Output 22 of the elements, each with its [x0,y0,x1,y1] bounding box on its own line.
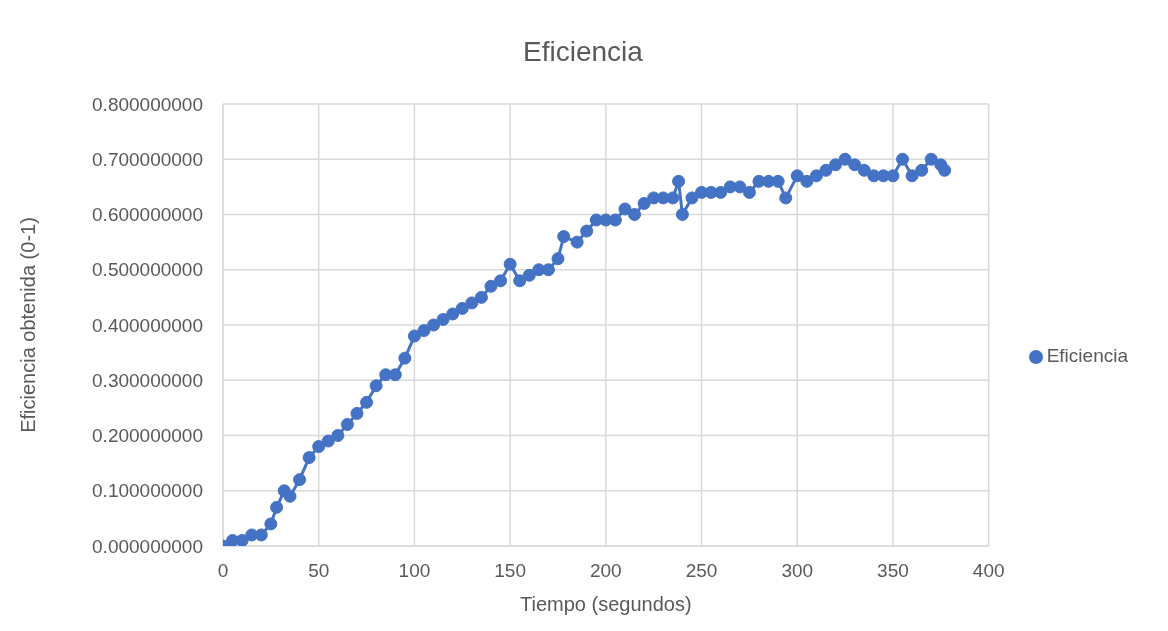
x-axis-title: Tiempo (segundos) [520,593,692,615]
x-tick-label: 250 [685,560,718,582]
x-tick-label: 200 [589,560,622,582]
legend-label: Eficiencia [1046,345,1128,366]
y-tick-label: 0.700000000 [92,148,203,170]
y-tick-label: 0.200000000 [92,425,203,447]
x-tick-label: 300 [781,560,814,582]
y-tick-label: 0.000000000 [92,535,203,557]
y-tick-label: 0.500000000 [92,259,203,281]
y-tick-label: 0.600000000 [92,204,203,226]
x-tick-label: 150 [494,560,526,582]
y-tick-label: 0.100000000 [92,480,203,502]
chart-title: Eficiencia [522,35,644,69]
x-tick-label: 400 [972,560,1005,582]
y-tick-label: 0.800000000 [92,93,203,115]
y-tick-label: 0.300000000 [92,369,203,391]
x-tick-label: 100 [398,560,431,582]
x-tick-label: 50 [308,560,330,582]
x-tick-label: 0 [217,560,229,582]
x-tick-label: 350 [877,560,909,582]
y-tick-label: 0.400000000 [92,314,203,336]
y-axis-title: Eficiencia obtenida (0-1) [17,217,40,433]
